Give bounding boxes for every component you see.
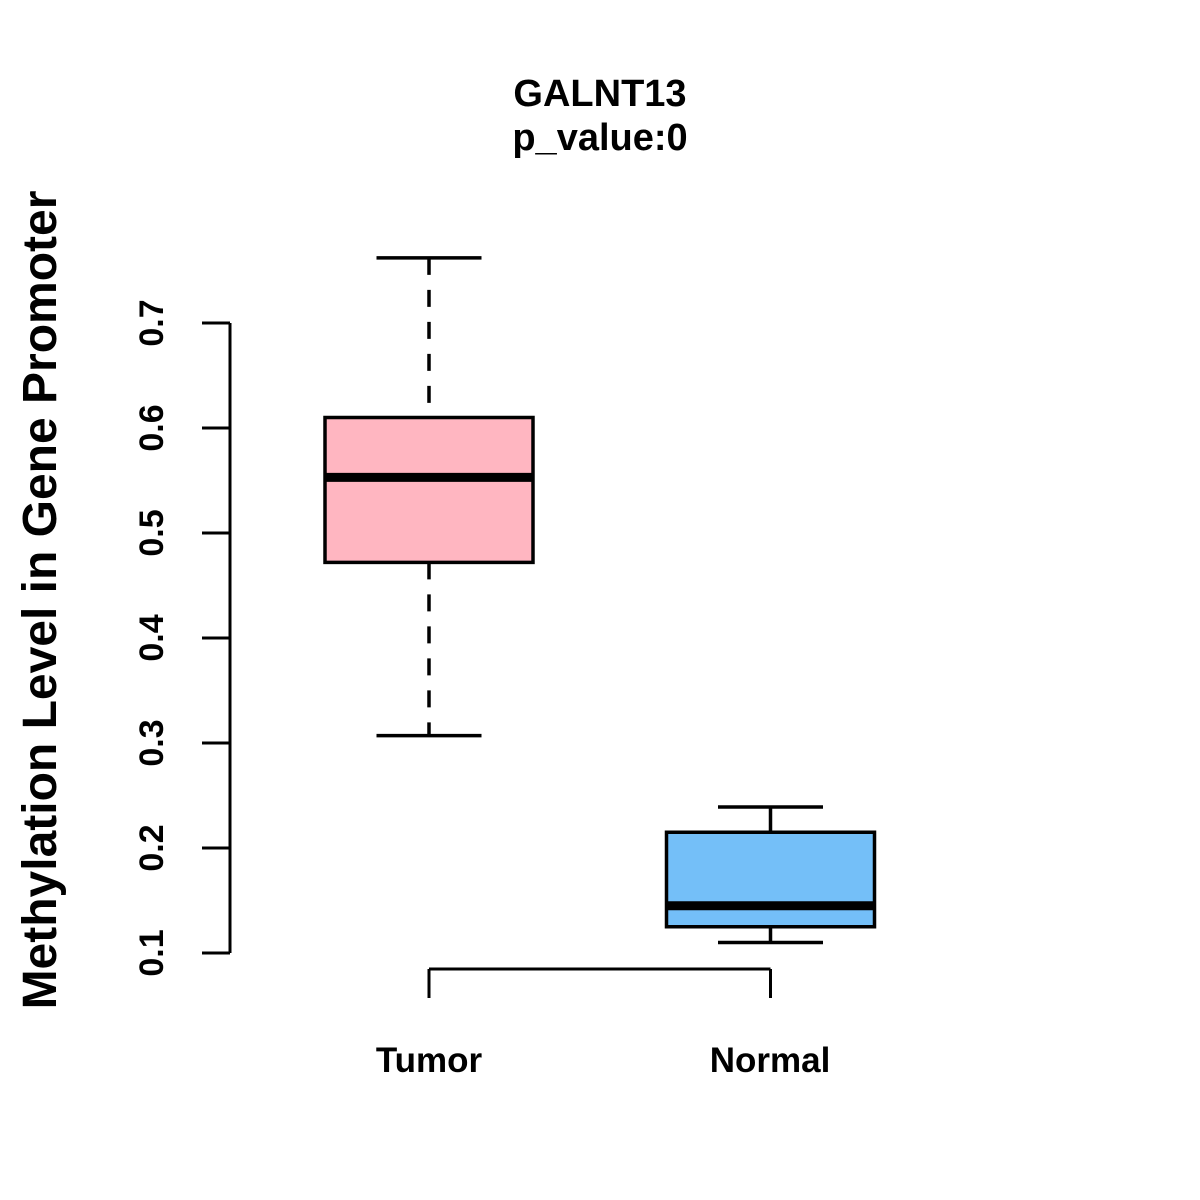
category-label-normal: Normal [710, 1041, 831, 1080]
x-axis-bracket [427, 967, 772, 998]
box-whisker-group [323, 256, 877, 945]
boxplot-normal [664, 805, 877, 945]
y-axis-tick-label: 0.3 [133, 719, 171, 766]
iqr-box [323, 415, 535, 565]
y-axis-tick-label: 0.6 [133, 404, 171, 451]
y-axis-tick-label: 0.2 [133, 824, 171, 871]
iqr-box [664, 830, 877, 929]
category-label-tumor: Tumor [376, 1041, 483, 1080]
y-axis-label: Methylation Level in Gene Promoter [14, 191, 67, 1010]
y-axis-tick-label: 0.4 [133, 614, 171, 661]
chart-title: GALNT13 [513, 73, 686, 115]
y-axis-tick-label: 0.7 [133, 299, 171, 346]
chart-subtitle: p_value:0 [512, 117, 687, 159]
boxplot-tumor [323, 256, 535, 738]
y-axis: 0.1 0.2 0.3 0.4 0.5 0.6 0.7 [133, 299, 232, 977]
y-axis-tick-label: 0.5 [133, 509, 171, 556]
y-axis-tick-label: 0.1 [133, 929, 171, 976]
